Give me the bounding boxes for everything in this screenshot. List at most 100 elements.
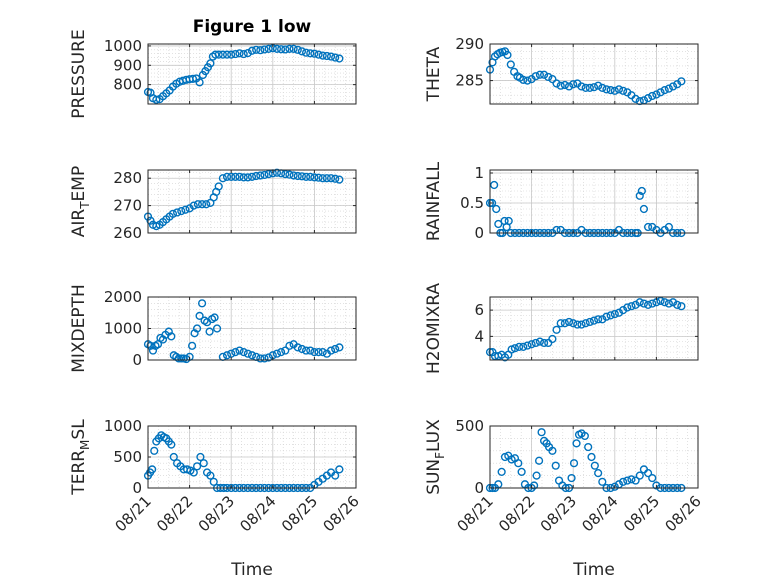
y-axis-label-theta: THETA (424, 46, 444, 102)
data-point (523, 76, 532, 85)
data-point (598, 315, 607, 324)
data-point (227, 50, 236, 59)
data-point (231, 348, 240, 357)
data-point (643, 222, 653, 232)
data-point (523, 341, 532, 350)
data-point (247, 351, 257, 360)
data-point (314, 348, 323, 357)
data-point (173, 208, 182, 217)
data-point (606, 85, 615, 95)
data-point (335, 343, 344, 352)
y-axis-label-main: PRESSURE (69, 29, 89, 118)
data-point (326, 346, 336, 355)
data-point (256, 354, 265, 363)
data-point (314, 173, 323, 182)
plot-area-rainfall (490, 170, 698, 233)
data-point (577, 320, 586, 329)
data-point (277, 348, 286, 357)
data-point (209, 477, 218, 486)
axes-box-rainfall (489, 169, 699, 234)
data-point (652, 90, 661, 99)
data-point (167, 332, 176, 341)
x-tick-label: 08/25 (620, 492, 663, 535)
data-point (252, 171, 261, 181)
data-point (314, 50, 323, 59)
data-point (535, 70, 545, 79)
x-tick-label: 08/26 (320, 492, 363, 535)
data-point (539, 338, 549, 348)
data-point (537, 428, 546, 437)
y-axis-label-main: SUN (424, 459, 444, 495)
data-point (281, 346, 290, 355)
data-point (239, 173, 248, 182)
data-point (573, 320, 582, 329)
y-tick-label: 500 (113, 448, 142, 466)
data-point (627, 302, 636, 311)
data-point (556, 319, 565, 328)
data-point (188, 74, 198, 83)
data-point (534, 456, 544, 465)
data-point (664, 299, 673, 308)
data-point (239, 348, 248, 357)
data-point (535, 337, 545, 346)
data-point (532, 471, 541, 480)
panel-rainfall: 0 0.5 1 RAINFALL (424, 161, 699, 242)
data-point (656, 88, 665, 97)
data-point (297, 47, 307, 56)
data-point (277, 45, 286, 54)
data-point (531, 72, 540, 81)
data-point (212, 324, 222, 333)
data-point (306, 49, 315, 58)
data-point (677, 302, 686, 311)
y-tick-label: 2000 (104, 288, 142, 306)
x-tick-label: 08/22 (495, 492, 538, 535)
data-point (506, 60, 515, 69)
data-point (584, 442, 593, 452)
data-point (497, 467, 506, 476)
y-axis-label-main: AIR (69, 209, 89, 238)
data-point (580, 431, 589, 441)
x-tick-label: 08/26 (662, 492, 705, 535)
y-axis-label-mixdepth: MIXDEPTH (69, 284, 89, 373)
axes-box-h2omixra (489, 296, 699, 361)
data-point (585, 317, 594, 327)
data-point (322, 174, 331, 183)
data-point (606, 311, 615, 320)
data-point (222, 50, 232, 59)
panel-h2omixra: 4 6 H2OMIXRA (424, 283, 699, 374)
data-point (627, 475, 636, 484)
data-point (639, 299, 649, 308)
x-tick-label: 08/21 (112, 492, 155, 535)
data-point (590, 461, 599, 470)
data-point (235, 49, 244, 58)
data-point (152, 95, 161, 104)
y-axis-label-air-temp: AIRTEMP (69, 166, 92, 237)
data-point (503, 50, 512, 60)
data-point (602, 312, 611, 321)
data-point (289, 44, 298, 53)
data-point (548, 446, 557, 455)
y-tick-label: 270 (113, 197, 142, 215)
data-point (652, 481, 661, 490)
y-tick-label: 260 (113, 224, 142, 242)
y-axis-label-main: THETA (424, 46, 444, 102)
data-point (335, 54, 344, 63)
x-axis-label-right: Time (572, 560, 615, 580)
data-point (222, 351, 232, 360)
x-tick-label: 08/21 (454, 492, 497, 535)
data-point (619, 306, 628, 315)
data-point (529, 481, 539, 490)
y-tick-label: 290 (455, 35, 484, 53)
y-axis-label-rainfall: RAINFALL (424, 161, 444, 241)
y-tick-label: 4 (474, 327, 484, 345)
series-air-temp (143, 168, 344, 231)
axes-box-theta (489, 43, 699, 105)
data-point (206, 59, 215, 68)
data-point (610, 86, 619, 95)
panel-theta: 285 290 THETA (424, 35, 699, 106)
data-point (256, 46, 265, 55)
data-point (306, 172, 315, 181)
data-point (602, 85, 611, 94)
data-point (260, 354, 269, 363)
